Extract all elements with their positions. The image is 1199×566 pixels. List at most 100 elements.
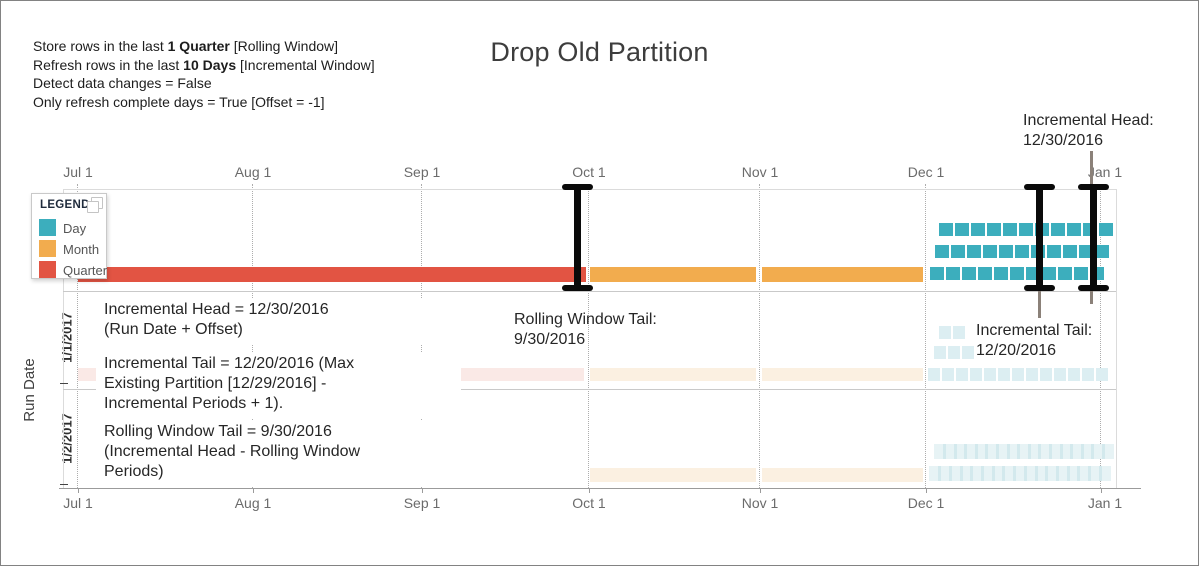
run-1/1/2017-bar[interactable] bbox=[590, 368, 756, 381]
row-separator bbox=[63, 389, 1116, 390]
day-square[interactable] bbox=[1063, 245, 1077, 258]
day-square[interactable] bbox=[934, 346, 946, 359]
day-square[interactable] bbox=[953, 326, 965, 339]
plot-border-left bbox=[63, 189, 64, 488]
copy-icon[interactable] bbox=[86, 196, 104, 214]
day-strip-divider bbox=[1002, 466, 1006, 481]
legend-item-month[interactable]: Month bbox=[39, 240, 103, 257]
day-strip-divider bbox=[1070, 444, 1074, 459]
axis-tick bbox=[78, 488, 79, 493]
day-square[interactable] bbox=[1019, 223, 1033, 236]
day-square[interactable] bbox=[1099, 223, 1113, 236]
axis-tick bbox=[589, 488, 590, 493]
day-square[interactable] bbox=[1058, 267, 1072, 280]
day-strip[interactable] bbox=[929, 466, 1111, 481]
day-square[interactable] bbox=[1074, 267, 1088, 280]
x-axis-line bbox=[59, 488, 1141, 489]
leader-line bbox=[1038, 291, 1041, 318]
day-square[interactable] bbox=[1095, 245, 1109, 258]
day-square[interactable] bbox=[948, 346, 960, 359]
day-square[interactable] bbox=[987, 223, 1001, 236]
day-square[interactable] bbox=[962, 267, 976, 280]
day-strip-divider bbox=[959, 466, 963, 481]
day-square[interactable] bbox=[999, 245, 1013, 258]
month-gridline bbox=[588, 184, 589, 488]
legend-label-month: Month bbox=[63, 242, 100, 257]
y-row-tick bbox=[60, 383, 68, 384]
day-square[interactable] bbox=[946, 267, 960, 280]
day-square[interactable] bbox=[1068, 368, 1080, 381]
day-square[interactable] bbox=[939, 223, 953, 236]
axis-tick bbox=[926, 488, 927, 493]
day-strip-divider bbox=[974, 444, 978, 459]
day-strip-divider bbox=[1080, 444, 1084, 459]
day-square[interactable] bbox=[935, 245, 949, 258]
annotation-rolling-window-tail-formula: Rolling Window Tail = 9/30/2016 (Increme… bbox=[96, 420, 461, 486]
day-square[interactable] bbox=[971, 223, 985, 236]
day-strip[interactable] bbox=[934, 444, 1114, 459]
day-square[interactable] bbox=[939, 326, 951, 339]
day-square[interactable] bbox=[1054, 368, 1066, 381]
current-partitions-bar[interactable] bbox=[762, 267, 923, 282]
day-square[interactable] bbox=[1015, 245, 1029, 258]
day-square[interactable] bbox=[956, 368, 968, 381]
day-square[interactable] bbox=[978, 267, 992, 280]
day-strip-divider bbox=[970, 466, 974, 481]
axis-tick bbox=[422, 488, 423, 493]
day-square[interactable] bbox=[1012, 368, 1024, 381]
legend-label-quarter: Quarter bbox=[63, 263, 108, 278]
day-square[interactable] bbox=[942, 368, 954, 381]
day-square[interactable] bbox=[951, 245, 965, 258]
day-square[interactable] bbox=[984, 368, 996, 381]
day-square[interactable] bbox=[962, 346, 974, 359]
rolling-window-tail-marker-cap-top bbox=[561, 184, 593, 190]
day-square[interactable] bbox=[1051, 223, 1065, 236]
day-square[interactable] bbox=[1042, 267, 1056, 280]
day-square[interactable] bbox=[983, 245, 997, 258]
day-square[interactable] bbox=[1040, 368, 1052, 381]
day-square[interactable] bbox=[1003, 223, 1017, 236]
day-square[interactable] bbox=[994, 267, 1008, 280]
copy-icon-front-square bbox=[87, 201, 99, 213]
day-square[interactable] bbox=[967, 245, 981, 258]
day-square[interactable] bbox=[928, 368, 940, 381]
day-square[interactable] bbox=[970, 368, 982, 381]
legend-item-quarter[interactable]: Quarter bbox=[39, 261, 107, 278]
month-gridline bbox=[77, 184, 78, 488]
legend: LEGEND Day Month Quarter bbox=[31, 193, 107, 279]
day-square[interactable] bbox=[1067, 223, 1081, 236]
day-strip-divider bbox=[1066, 466, 1070, 481]
run-1/2/2017-bar[interactable] bbox=[590, 468, 756, 482]
day-square[interactable] bbox=[1026, 368, 1038, 381]
day-strip-divider bbox=[1055, 466, 1059, 481]
legend-swatch-quarter bbox=[39, 261, 56, 278]
annotation-rolling-window-tail: Rolling Window Tail: 9/30/2016 bbox=[514, 311, 657, 348]
current-partitions-bar[interactable] bbox=[78, 267, 586, 282]
legend-title: LEGEND bbox=[40, 199, 90, 211]
annotation-incremental-tail-formula: Incremental Tail = 12/20/2016 (Max Exist… bbox=[96, 352, 461, 418]
axis-tick-label-bottom: Oct 1 bbox=[572, 495, 606, 511]
day-square[interactable] bbox=[1010, 267, 1024, 280]
axis-tick bbox=[1101, 488, 1102, 493]
annotation-incremental-head-formula: Incremental Head = 12/30/2016 (Run Date … bbox=[96, 298, 461, 344]
run-1/1/2017-bar[interactable] bbox=[762, 368, 923, 381]
incremental-tail-marker-bar bbox=[1035, 184, 1043, 291]
day-square[interactable] bbox=[955, 223, 969, 236]
day-square[interactable] bbox=[930, 267, 944, 280]
run-1/2/2017-bar[interactable] bbox=[762, 468, 923, 482]
day-square[interactable] bbox=[1047, 245, 1061, 258]
day-strip-divider bbox=[1023, 466, 1027, 481]
day-strip-divider bbox=[985, 444, 989, 459]
axis-tick bbox=[760, 488, 761, 493]
current-partitions-bar[interactable] bbox=[590, 267, 756, 282]
day-strip-divider bbox=[1101, 444, 1105, 459]
day-strip-divider bbox=[996, 444, 1000, 459]
day-square[interactable] bbox=[998, 368, 1010, 381]
legend-item-day[interactable]: Day bbox=[39, 219, 103, 236]
incremental-head-marker-cap-top bbox=[1077, 184, 1109, 190]
config-line-store-rows: Store rows in the last 1 Quarter [Rollin… bbox=[33, 38, 339, 54]
incremental-head-marker-cap-bottom bbox=[1077, 285, 1109, 291]
day-square[interactable] bbox=[1082, 368, 1094, 381]
day-square[interactable] bbox=[1096, 368, 1108, 381]
